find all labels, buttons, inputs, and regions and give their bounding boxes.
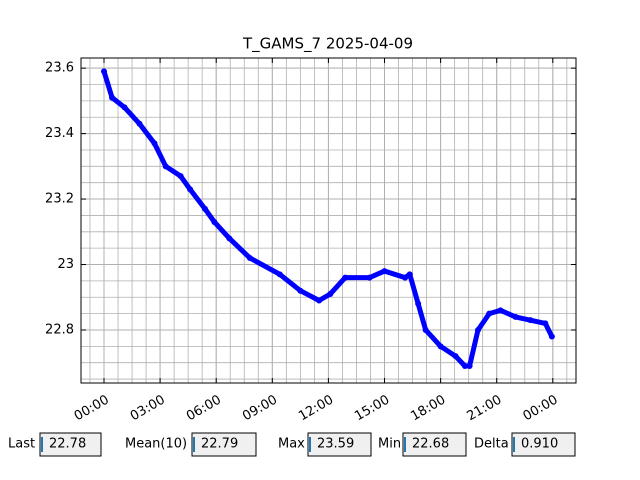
plot-frame — [80, 57, 577, 384]
stat-label: Last — [8, 437, 35, 452]
point — [366, 274, 373, 281]
y-tick-label: 22.8 — [45, 322, 74, 337]
point — [406, 271, 413, 278]
point — [497, 307, 504, 314]
y-tick-label: 23.2 — [45, 192, 74, 207]
point — [402, 274, 409, 281]
point — [246, 254, 253, 261]
point — [527, 317, 534, 324]
stat-label: Mean(10) — [125, 437, 187, 452]
point — [177, 173, 184, 180]
point — [342, 274, 349, 281]
point — [548, 333, 555, 340]
point — [415, 300, 422, 307]
point — [542, 320, 549, 327]
stat-label: Max — [278, 437, 305, 452]
stat-value: 22.78 — [49, 437, 86, 452]
stat-value: 23.59 — [317, 437, 354, 452]
point — [437, 343, 444, 350]
stat-value: 22.79 — [201, 437, 238, 452]
stat-box — [39, 432, 102, 457]
stat-box — [511, 432, 576, 457]
point — [512, 313, 519, 320]
series-line — [101, 68, 555, 369]
chart-title: T_GAMS_7 2025-04-09 — [242, 35, 413, 54]
stat-label: Min — [378, 437, 401, 452]
stat-value: 22.68 — [412, 437, 449, 452]
stat-value: 0.910 — [521, 437, 558, 452]
point — [316, 297, 323, 304]
point — [136, 120, 143, 127]
point — [109, 94, 116, 101]
point — [276, 271, 283, 278]
y-tick-label: 23.6 — [45, 61, 74, 76]
stat-box — [191, 432, 257, 457]
stat-box — [402, 432, 467, 457]
stat-box — [307, 432, 372, 457]
stat-label: Delta — [474, 437, 509, 452]
point — [226, 235, 233, 242]
point — [381, 268, 388, 275]
point — [151, 140, 158, 147]
point — [297, 287, 304, 294]
point — [121, 104, 128, 111]
point — [162, 163, 169, 170]
point — [475, 326, 482, 333]
point — [486, 310, 493, 317]
point — [452, 353, 459, 360]
y-tick-label: 23.4 — [45, 126, 74, 141]
point — [327, 290, 334, 297]
point — [466, 362, 473, 369]
point — [101, 68, 108, 75]
point — [422, 326, 429, 333]
point — [187, 186, 194, 193]
point — [211, 218, 218, 225]
y-tick-label: 23 — [57, 257, 74, 272]
point — [201, 205, 208, 212]
point — [461, 362, 468, 369]
